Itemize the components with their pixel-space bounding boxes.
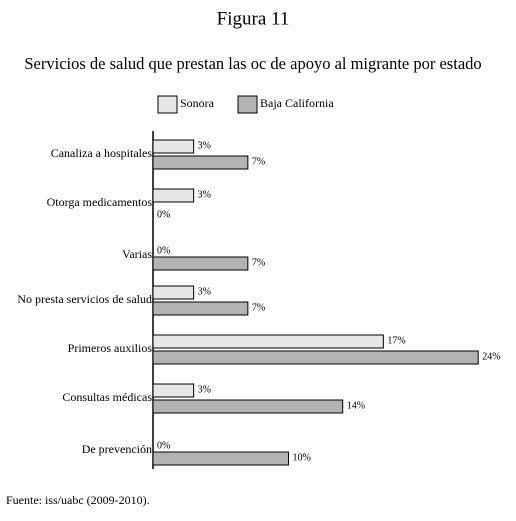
bar [152,256,249,271]
bar [152,350,479,365]
y-tick-label: Consultas médicas [62,390,152,404]
value-label: 0% [157,440,170,451]
bar [152,334,384,349]
bar [152,285,195,300]
value-label: 0% [157,245,170,256]
value-label: 3% [198,140,211,151]
legend-swatch [237,95,258,114]
legend-swatch [157,95,178,114]
value-label: 3% [198,189,211,200]
value-label: 7% [252,257,265,268]
value-label: 14% [347,400,365,411]
value-label: 7% [252,302,265,313]
value-label: 7% [252,156,265,167]
bar [152,383,195,398]
bar [152,139,195,154]
chart-subtitle: Servicios de salud que prestan las oc de… [24,54,481,73]
bar [152,399,344,414]
legend-label: Sonora [180,96,215,110]
y-tick-label: De prevención [82,442,152,456]
bar [152,188,195,203]
legend-label: Baja California [260,96,334,110]
y-tick-label: No presta servicios de salud [17,292,152,306]
y-tick-label: Varias [122,247,152,261]
value-label: 0% [157,209,170,220]
y-tick-label: Otorga medicamentos [47,195,153,209]
value-label: 3% [198,286,211,297]
value-label: 10% [293,452,311,463]
value-label: 17% [387,335,405,346]
value-label: 3% [198,384,211,395]
source-note: Fuente: iss/uabc (2009-2010). [6,493,150,507]
bar [152,451,289,466]
y-tick-label: Canaliza a hospitales [51,146,153,160]
value-label: 24% [482,351,500,362]
bar [152,301,249,316]
chart-title: Figura 11 [217,8,290,29]
bar [152,155,249,170]
y-tick-label: Primeros auxilios [68,341,153,355]
